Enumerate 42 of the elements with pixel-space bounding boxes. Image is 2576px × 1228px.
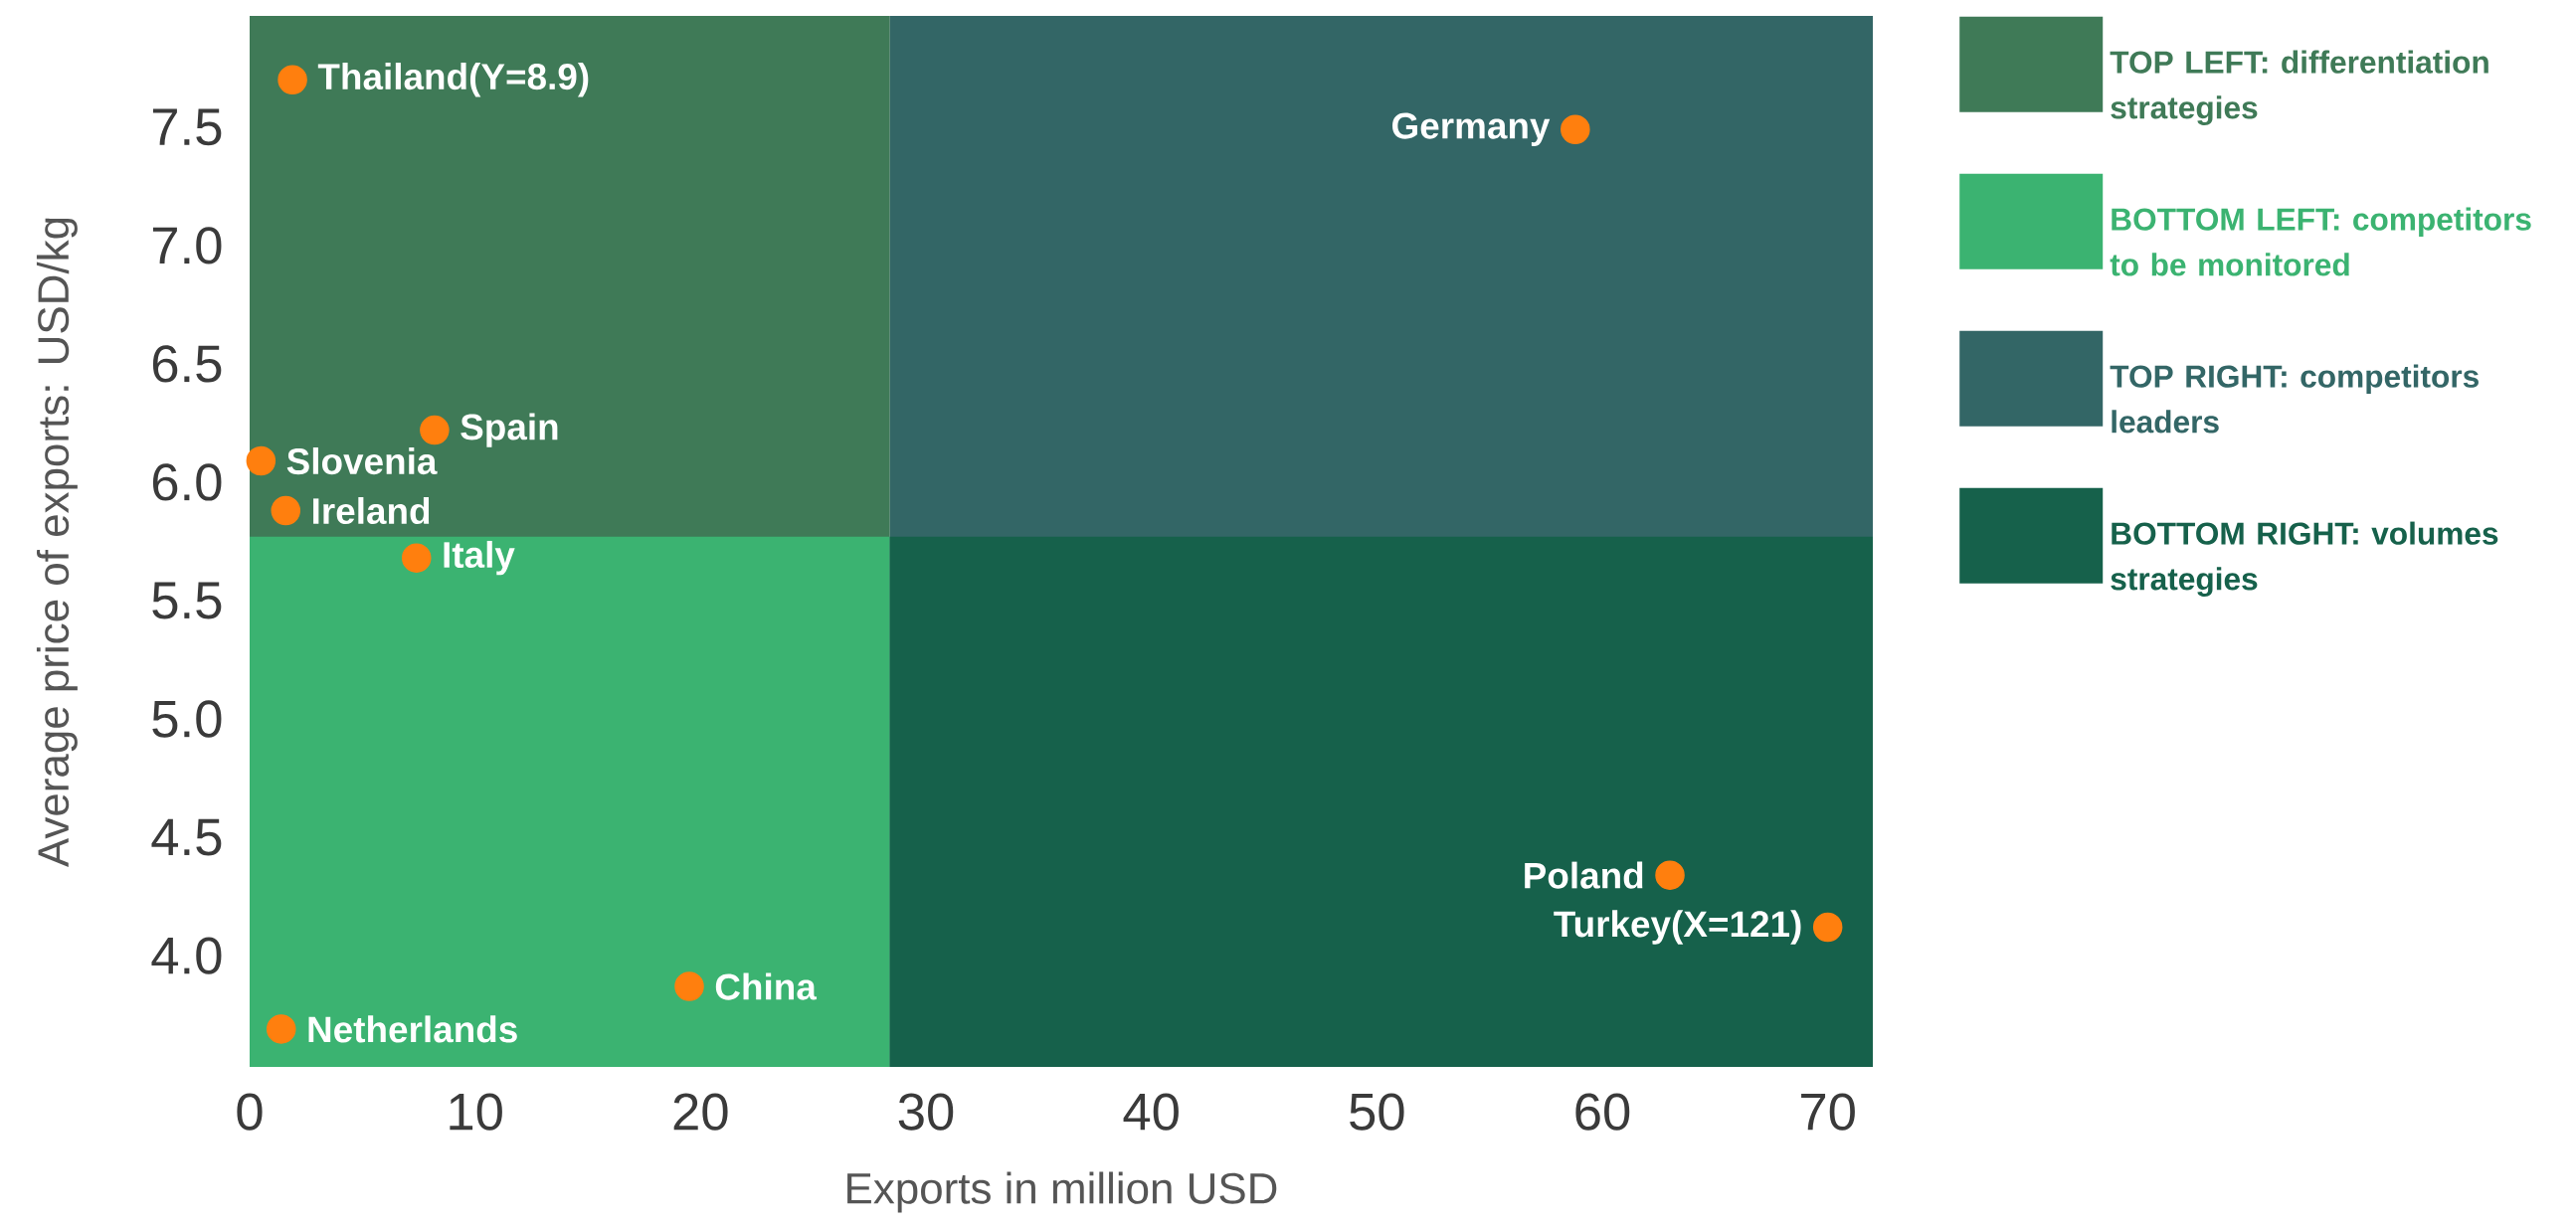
y-tick-label: 7.0 [152,227,222,264]
y-tick-label: 5.0 [152,700,222,738]
annotation: Germany [1392,112,1551,146]
y-tick-label: 6.0 [152,463,222,501]
point [1561,114,1590,145]
x-tick-label: 0 [237,1093,263,1131]
point [271,495,301,526]
y-tick-label: 4.5 [151,818,222,856]
text: BOTTOM LEFT: competitors to be monitored [2110,207,2531,276]
text: TOP RIGHT: competitors leaders [2110,364,2479,434]
y-tick-label: 4.0 [151,937,222,974]
point [1655,860,1685,890]
x-tick-label: 20 [673,1093,728,1131]
x-tick-label: 50 [1350,1093,1404,1131]
annotation: China [715,972,818,1000]
x-axis-title: Exports in million USD [847,1171,1277,1213]
annotation: Thailand(Y=8.9) [317,63,589,97]
annotation: Slovenia [286,447,438,475]
text: BOTTOM RIGHT: volumes strategies [2111,521,2498,597]
point [1812,912,1843,943]
x-tick-label: 10 [450,1093,502,1131]
text: TOP LEFT: differentiation strategies [2110,50,2488,125]
y-tick-label: 7.5 [152,108,222,146]
x-tick-label: 70 [1801,1093,1855,1131]
annotation: Spain [460,413,558,447]
point [277,65,307,95]
x-tick-label: 40 [1123,1093,1179,1131]
annotation: Italy [444,540,515,576]
annotation: Ireland [313,497,430,525]
point [246,445,276,476]
x-tick-label: 60 [1575,1093,1630,1131]
point [401,543,432,573]
x-tick-label: 30 [898,1093,954,1131]
y-tick-label: 5.5 [152,582,222,619]
point [266,1014,296,1044]
y-axis-title: Average price of exports: USD/kg [36,218,78,867]
annotation: Poland [1525,861,1643,889]
annotation: Turkey(X=121) [1554,910,1801,945]
point [674,971,704,1001]
annotation: Netherlands [308,1015,517,1043]
point [420,415,450,445]
y-tick-label: 6.5 [152,345,222,383]
